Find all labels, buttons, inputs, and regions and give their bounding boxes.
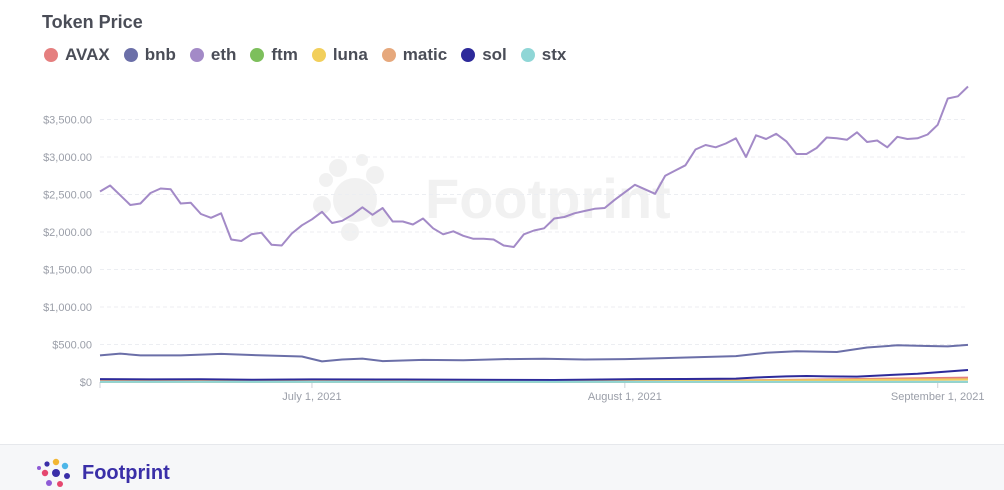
y-tick-label: $2,500.00	[43, 190, 92, 202]
watermark-logo-dot	[356, 154, 368, 166]
watermark-logo-dot	[319, 173, 333, 187]
legend-dot-icon	[44, 48, 58, 62]
watermark-logo-dot	[313, 196, 331, 214]
legend-item-avax[interactable]: AVAX	[44, 45, 110, 65]
y-tick-label: $3,500.00	[43, 115, 92, 127]
y-tick-label: $1,500.00	[43, 265, 92, 277]
chart-card: Token Price AVAX bnb eth ftm luna matic sol stx…	[0, 12, 1004, 445]
legend-label: sol	[482, 45, 507, 64]
legend-dot-icon	[461, 48, 476, 62]
legend-item-matic[interactable]: matic	[381, 45, 448, 65]
x-tick-label: September 1, 2021	[891, 391, 985, 403]
watermark-logo-dot	[333, 178, 377, 222]
legend-dot-icon	[520, 48, 535, 62]
footer-brand: Footprint	[36, 456, 170, 490]
watermark-text: Footprint	[425, 167, 671, 230]
line-chart: Footprint $0 $500.00 $1,000.00 $1,500.00 $2,0…	[43, 85, 985, 403]
y-tick-label: $3,000.00	[43, 152, 92, 164]
y-tick-label: $2,000.00	[43, 227, 92, 239]
watermark-logo-dot	[341, 223, 359, 241]
legend-item-luna[interactable]: luna	[311, 45, 368, 65]
legend-item-ftm[interactable]: ftm	[250, 45, 298, 65]
y-tick-label: $0	[80, 377, 92, 389]
chart-legend: AVAX bnb eth ftm luna matic sol stx	[44, 45, 566, 65]
legend-item-eth[interactable]: eth	[189, 45, 237, 65]
legend-dot-icon	[250, 48, 265, 62]
legend-item-stx[interactable]: stx	[520, 45, 567, 65]
watermark-logo-dot	[366, 166, 384, 184]
watermark: Footprint	[313, 154, 671, 241]
footer-brand-name: Footprint	[82, 461, 170, 484]
legend-dot-icon	[123, 48, 138, 62]
legend-label: eth	[210, 45, 237, 64]
series-line-eth	[99, 85, 969, 248]
x-tick-label: August 1, 2021	[588, 391, 662, 403]
chart-title: Token Price	[42, 12, 143, 32]
legend-label: luna	[332, 45, 368, 64]
series-line-sol	[99, 369, 969, 381]
legend-label: matic	[402, 45, 448, 64]
watermark-logo-dot	[329, 159, 347, 177]
legend-label: AVAX	[65, 45, 110, 64]
legend-label: stx	[541, 45, 567, 64]
legend-dot-icon	[381, 48, 396, 62]
legend-dot-icon	[189, 48, 204, 62]
y-tick-label: $500.00	[52, 340, 92, 352]
y-tick-label: $1,000.00	[43, 302, 92, 314]
footprint-logo-icon	[37, 458, 70, 487]
series-line-bnb	[99, 343, 969, 363]
legend-item-sol[interactable]: sol	[461, 45, 507, 65]
legend-label: ftm	[271, 45, 298, 64]
x-tick-label: July 1, 2021	[282, 391, 341, 403]
legend-dot-icon	[311, 48, 326, 62]
legend-item-bnb[interactable]: bnb	[123, 45, 176, 65]
legend-label: bnb	[144, 45, 176, 64]
